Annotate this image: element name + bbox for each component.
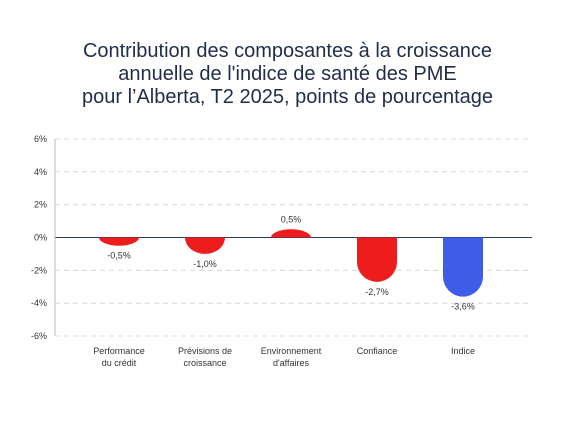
x-category-label: d'affaires	[273, 358, 310, 368]
data-labels: -0,5% -1,0% 0,5% -2,7% -3,6%	[107, 214, 475, 311]
y-tick-label: 0%	[34, 233, 47, 243]
data-label: -1,0%	[193, 259, 217, 269]
chart-title: Contribution des composantes à la croiss…	[0, 40, 575, 109]
bar	[185, 237, 225, 254]
data-label: -2,7%	[365, 287, 389, 297]
bars	[99, 229, 483, 297]
x-category-label: Confiance	[357, 346, 398, 356]
y-tick-label: -6%	[31, 331, 47, 341]
x-category-label: Indice	[451, 346, 475, 356]
chart-title-line-2: annuelle de l'indice de santé des PME	[118, 63, 457, 85]
data-label: -0,5%	[107, 251, 131, 261]
data-label: 0,5%	[281, 214, 302, 224]
bar	[357, 237, 397, 282]
x-category-label: Performance	[93, 346, 145, 356]
data-label: -3,6%	[451, 302, 475, 312]
bar	[443, 237, 483, 297]
x-category-label: Environnement	[261, 346, 322, 356]
x-category-label: Prévisions de	[178, 346, 232, 356]
y-tick-label: 6%	[34, 134, 47, 144]
x-category-label: du crédit	[102, 358, 137, 368]
y-tick-label: 2%	[34, 200, 47, 210]
x-category-label: croissance	[183, 358, 226, 368]
y-tick-label: -2%	[31, 265, 47, 275]
y-tick-label: -4%	[31, 298, 47, 308]
chart-title-line-3: pour l’Alberta, T2 2025, points de pourc…	[81, 86, 494, 108]
bar	[99, 237, 139, 246]
y-axis: 6% 4% 2% 0% -2% -4% -6%	[31, 134, 56, 341]
y-tick-label: 4%	[34, 167, 47, 177]
chart-title-line-1: Contribution des composantes à la croiss…	[82, 40, 493, 62]
bar	[271, 229, 311, 238]
x-axis-categories: Performance du crédit Prévisions de croissa…	[93, 346, 475, 368]
